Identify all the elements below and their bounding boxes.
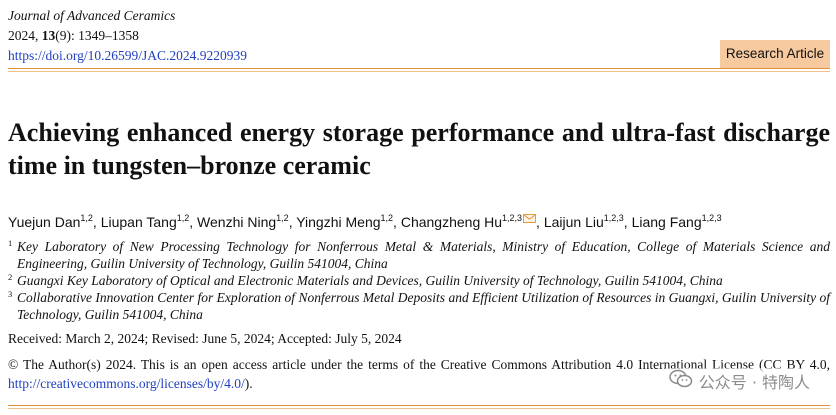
footer-divider	[8, 405, 830, 406]
author-list: Yuejun Dan1,2, Liupan Tang1,2, Wenzhi Ni…	[8, 208, 830, 232]
citation-line: 2024, 13(9): 1349–1358	[8, 26, 247, 46]
wechat-icon	[668, 369, 693, 393]
affiliation-number: 1	[8, 238, 13, 248]
author-affiliation-marks: 1,2,3	[603, 213, 624, 223]
license-tail: ).	[244, 376, 253, 391]
article-title: Achieving enhanced energy storage perfor…	[8, 118, 830, 180]
affiliation-list: 1 Key Laboratory of New Processing Techno…	[8, 238, 830, 323]
citation-volume: 13	[41, 28, 56, 43]
author-name: Yingzhi Meng	[296, 214, 381, 230]
author-name: Liang Fang	[631, 214, 702, 230]
envelope-icon[interactable]	[523, 208, 537, 228]
license-statement: © The Author(s) 2024. This is an open ac…	[8, 355, 830, 393]
article-dates: Received: March 2, 2024; Revised: June 5…	[8, 331, 402, 346]
watermark-text: 公众号 · 特陶人	[698, 373, 810, 392]
journal-header: Journal of Advanced Ceramics 2024, 13(9)…	[8, 6, 247, 66]
journal-name: Journal of Advanced Ceramics	[8, 8, 176, 23]
affiliation-text: Collaborative Innovation Center for Expl…	[17, 290, 830, 322]
author-name: Changzheng Hu	[400, 214, 503, 230]
affiliation-text: Guangxi Key Laboratory of Optical and El…	[17, 273, 723, 288]
affiliation-number: 2	[8, 272, 13, 282]
license-link[interactable]: http://creativecommons.org/licenses/by/4…	[8, 376, 245, 391]
author-affiliation-marks: 1,2,3	[502, 213, 523, 223]
author-name: Yuejun Dan	[8, 214, 81, 230]
author-name: Laijun Liu	[543, 214, 604, 230]
author-affiliation-marks: 1,2	[176, 213, 190, 223]
footer-divider-secondary	[8, 408, 830, 409]
affiliation: 3 Collaborative Innovation Center for Exp…	[8, 289, 830, 323]
header-divider-secondary	[8, 71, 830, 72]
citation-year: 2024,	[8, 28, 39, 43]
author-affiliation-marks: 1,2	[380, 213, 394, 223]
header-divider	[8, 68, 830, 69]
watermark: 公众号 · 特陶人	[664, 368, 814, 394]
author-name: Wenzhi Ning	[197, 214, 277, 230]
affiliation: 1 Key Laboratory of New Processing Techno…	[8, 238, 830, 272]
article-type-badge: Research Article	[720, 40, 830, 68]
author-affiliation-marks: 1,2	[80, 213, 93, 223]
affiliation: 2 Guangxi Key Laboratory of Optical and E…	[8, 272, 830, 289]
license-text: © The Author(s) 2024. This is an open ac…	[8, 357, 830, 372]
doi-link[interactable]: https://doi.org/10.26599/JAC.2024.922093…	[8, 48, 248, 63]
citation-issue-pages: (9): 1349–1358	[55, 28, 139, 43]
affiliation-number: 3	[8, 289, 13, 299]
author-name: Liupan Tang	[100, 214, 177, 230]
author-affiliation-marks: 1,2,3	[701, 213, 722, 223]
author-affiliation-marks: 1,2	[276, 213, 289, 223]
affiliation-text: Key Laboratory of New Processing Technol…	[17, 239, 830, 271]
